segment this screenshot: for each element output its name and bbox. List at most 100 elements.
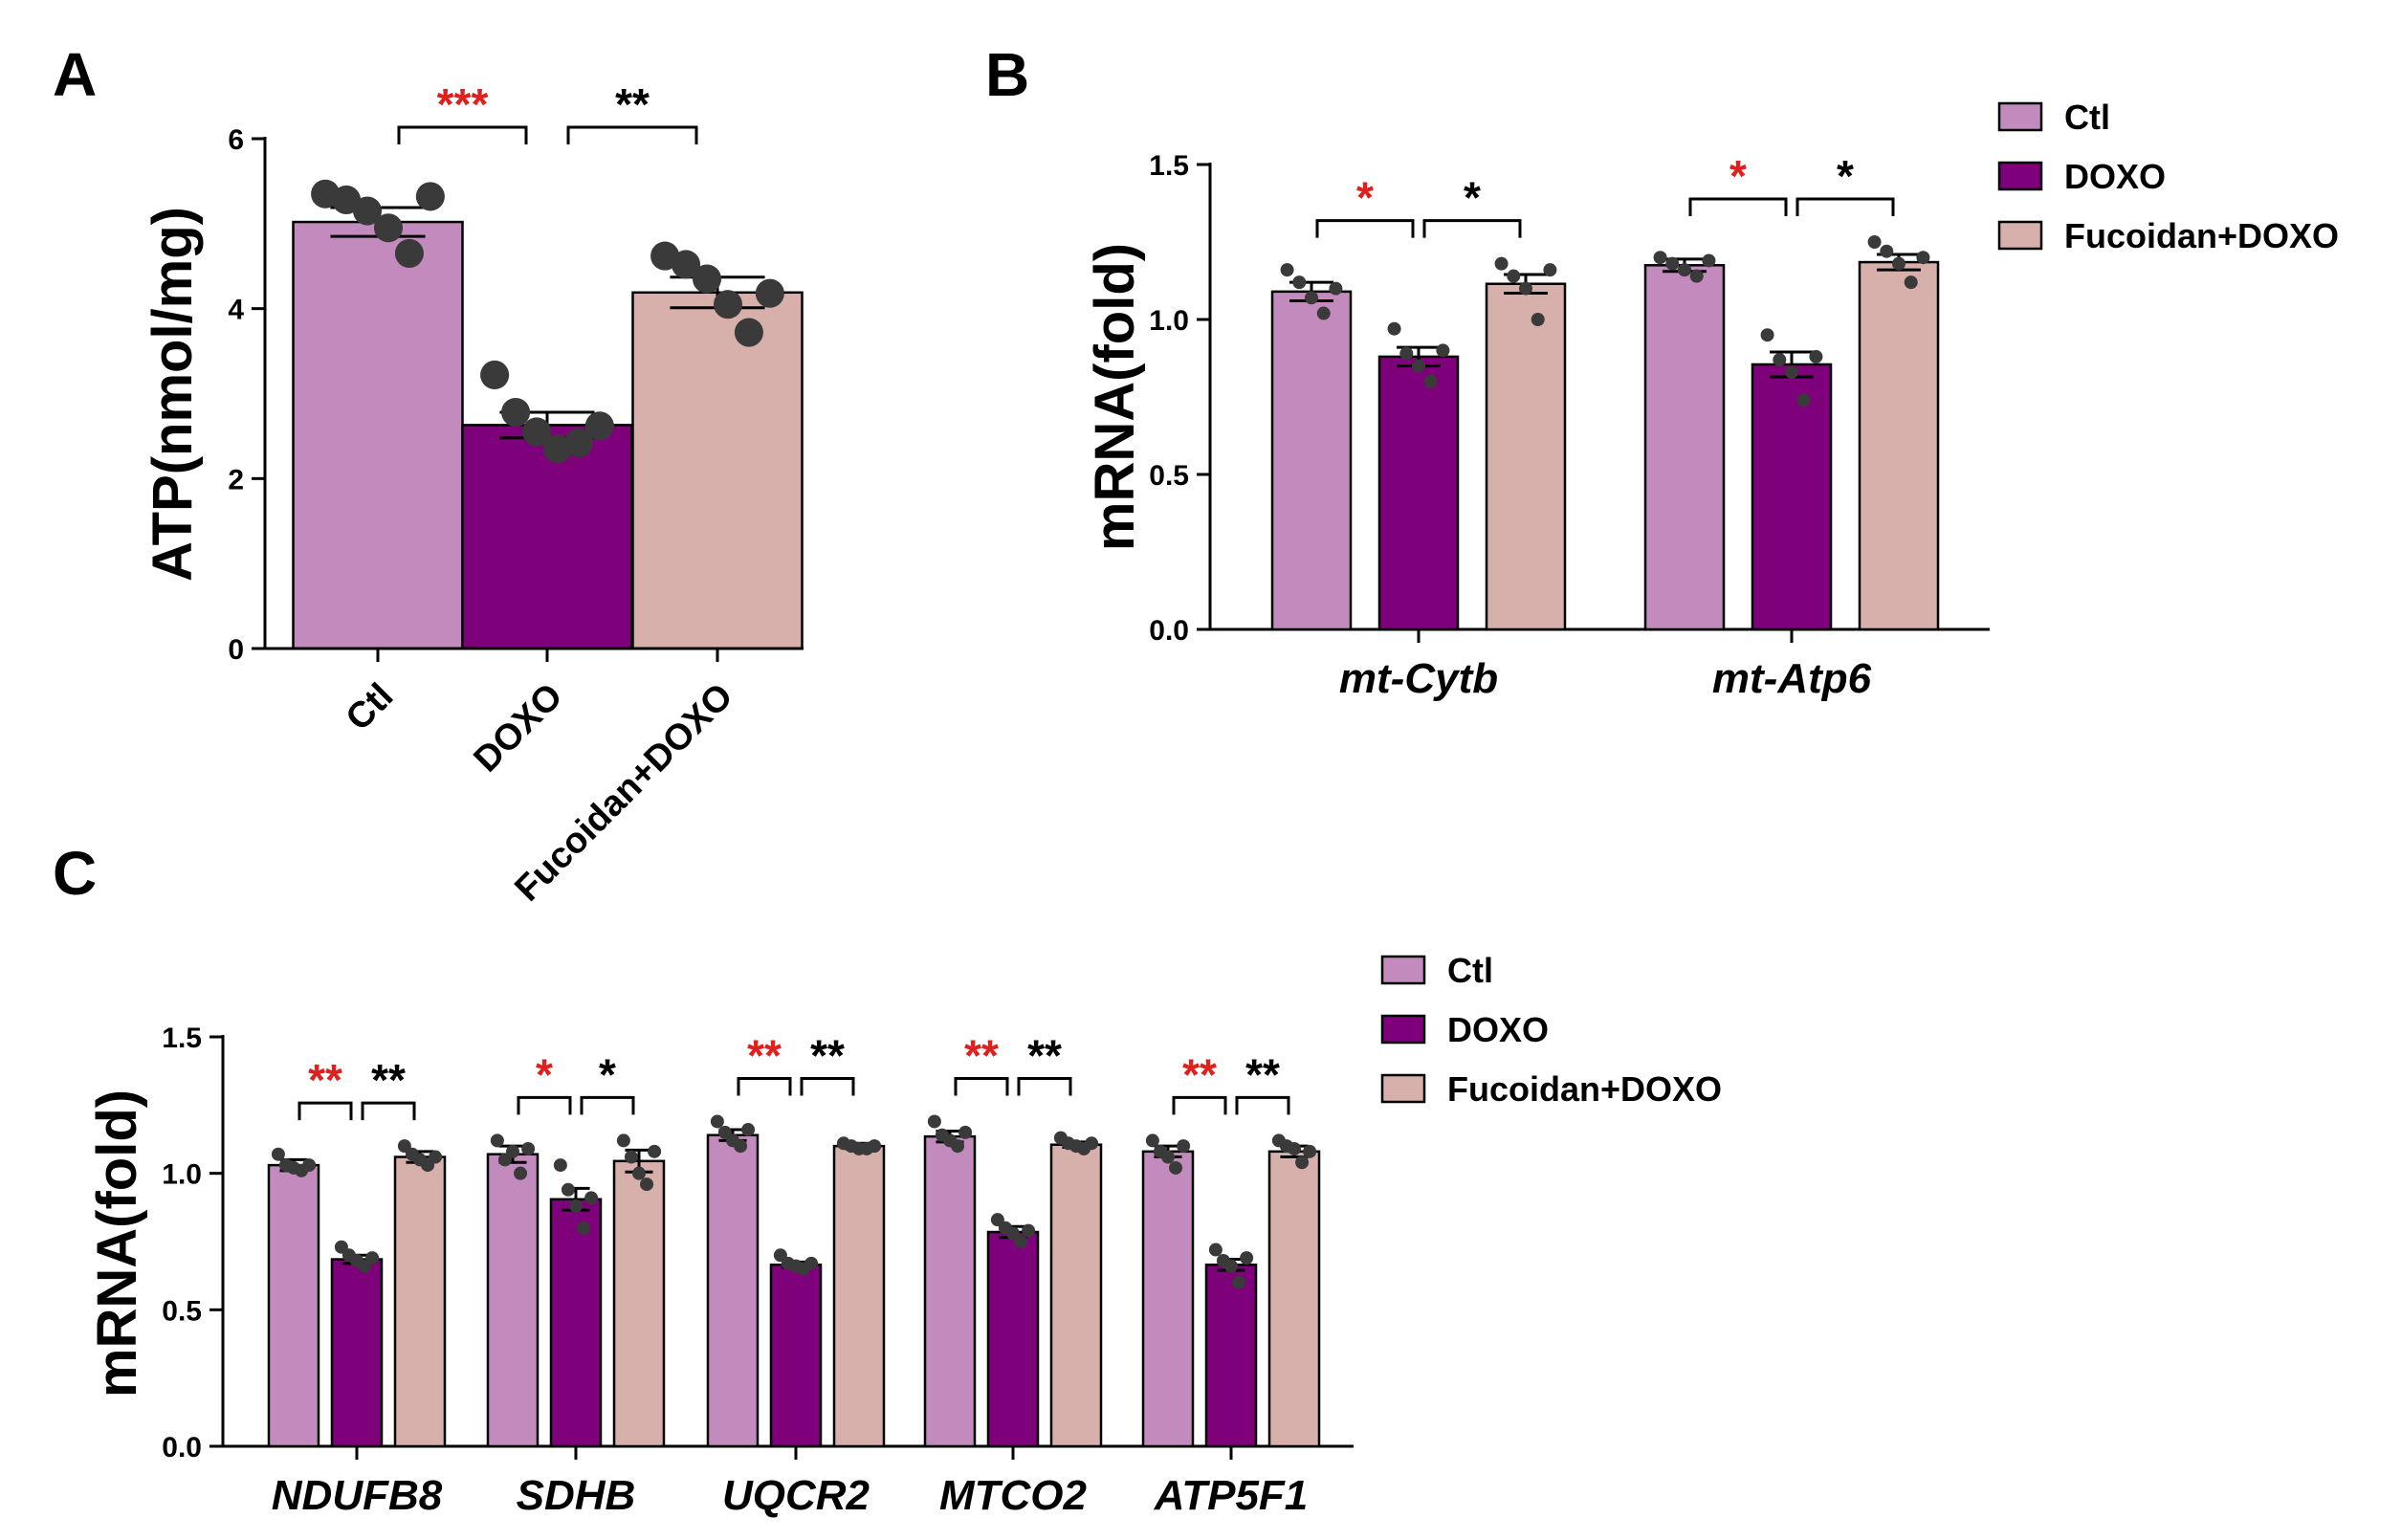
y-tick-label: 1.5 <box>1149 150 1189 182</box>
x-tick-label: SDHB <box>517 1472 636 1519</box>
data-point <box>553 1158 567 1173</box>
significance-label: ** <box>964 1030 999 1080</box>
y-tick-label: 0 <box>228 634 244 666</box>
data-point <box>804 1256 819 1270</box>
y-tick-label: 0.5 <box>162 1295 202 1327</box>
bar <box>1267 1150 1321 1448</box>
bar <box>1858 260 1940 631</box>
data-point <box>1288 1141 1301 1155</box>
data-point <box>394 238 424 268</box>
significance-label: ** <box>1182 1049 1217 1099</box>
x-tick-label: Ctl <box>339 676 402 739</box>
data-point <box>640 1177 654 1192</box>
data-point <box>1423 374 1438 388</box>
x-tick-label: mt-Cytb <box>1339 655 1498 702</box>
data-point <box>958 1125 973 1139</box>
significance-bracket <box>517 1095 572 1115</box>
legend-label: Fucoidan+DOXO <box>1447 1069 1722 1109</box>
data-point <box>561 1182 575 1197</box>
y-tick-label: 6 <box>228 124 244 156</box>
y-tick-label: 1.5 <box>162 1023 202 1054</box>
bar <box>1141 1150 1195 1448</box>
data-point <box>302 1158 317 1173</box>
data-point <box>506 1144 519 1158</box>
data-point <box>1208 1243 1223 1257</box>
data-point <box>632 1166 646 1180</box>
bar <box>267 1163 320 1448</box>
data-point <box>1678 263 1691 277</box>
y-tick-label: 2 <box>228 464 244 495</box>
data-point <box>734 318 763 347</box>
panel-c: C 0.0 0.5 1.0 1.5 mRNA(fold) NDUFB8 SDHB UQCR2 MT… <box>53 839 1722 1519</box>
significance-bracket <box>1688 197 1788 216</box>
data-point <box>584 411 614 441</box>
significance-label: ** <box>615 79 650 129</box>
significance-bracket <box>580 1095 635 1115</box>
data-point <box>1085 1136 1099 1151</box>
data-point <box>521 417 552 447</box>
data-point <box>1653 251 1667 265</box>
legend-label: DOXO <box>2064 157 2166 196</box>
data-point <box>1161 1150 1175 1164</box>
data-point <box>352 196 383 226</box>
significance-bracket <box>1172 1095 1227 1115</box>
x-tick-label: mt-Atp6 <box>1712 655 1872 702</box>
data-point <box>1773 353 1787 367</box>
y-tick-label: 0.0 <box>1149 615 1189 647</box>
significance-bracket <box>1795 197 1895 216</box>
bar <box>832 1144 886 1448</box>
data-point <box>927 1114 941 1129</box>
significance-bracket <box>954 1076 1009 1096</box>
data-point <box>569 1199 583 1213</box>
data-point <box>490 1133 504 1148</box>
significance-label: ** <box>810 1030 845 1080</box>
significance-bracket <box>397 125 528 144</box>
data-point <box>1702 253 1716 268</box>
significance-label: * <box>536 1049 553 1099</box>
significance-bracket <box>1017 1076 1072 1096</box>
bar <box>292 220 464 650</box>
data-point <box>563 428 593 458</box>
significance-bracket <box>1235 1095 1290 1115</box>
data-point <box>741 1123 756 1137</box>
bar <box>330 1258 384 1448</box>
data-point <box>1399 346 1414 361</box>
data-point <box>1295 1155 1310 1170</box>
data-point <box>501 397 531 428</box>
data-point <box>1240 1251 1254 1265</box>
data-point <box>1880 244 1894 258</box>
significance-label: * <box>1464 173 1481 223</box>
y-tick-label: 1.0 <box>1149 305 1189 337</box>
panel-label: C <box>53 839 97 908</box>
data-point <box>1543 263 1557 277</box>
bar <box>769 1264 823 1448</box>
legend-label: DOXO <box>1447 1010 1549 1049</box>
data-point <box>624 1150 638 1164</box>
legend-label: Fucoidan+DOXO <box>2064 216 2339 255</box>
data-point <box>1904 275 1918 290</box>
legend-swatch <box>1380 955 1426 985</box>
bar <box>612 1159 666 1448</box>
data-point <box>1760 328 1774 342</box>
data-point <box>1436 343 1450 358</box>
significance-label: ** <box>308 1055 342 1105</box>
data-point <box>1531 313 1545 326</box>
data-point <box>1665 256 1680 271</box>
data-point <box>1387 321 1401 336</box>
significance-bracket <box>1422 219 1522 238</box>
bar <box>986 1230 1040 1448</box>
data-point <box>1169 1160 1183 1175</box>
significance-label: * <box>1356 173 1374 223</box>
data-point <box>713 290 743 319</box>
bar <box>1377 355 1460 631</box>
y-tick-label: 0.5 <box>1149 460 1189 492</box>
significance-label: * <box>599 1049 616 1099</box>
significance-bracket <box>737 1076 792 1096</box>
panel-label: B <box>985 40 1029 109</box>
data-point <box>1809 349 1823 363</box>
data-point <box>577 1221 591 1235</box>
y-axis-title: ATP(nmol/mg) <box>142 207 204 582</box>
significance-bracket <box>1315 219 1415 238</box>
data-point <box>648 1144 662 1158</box>
